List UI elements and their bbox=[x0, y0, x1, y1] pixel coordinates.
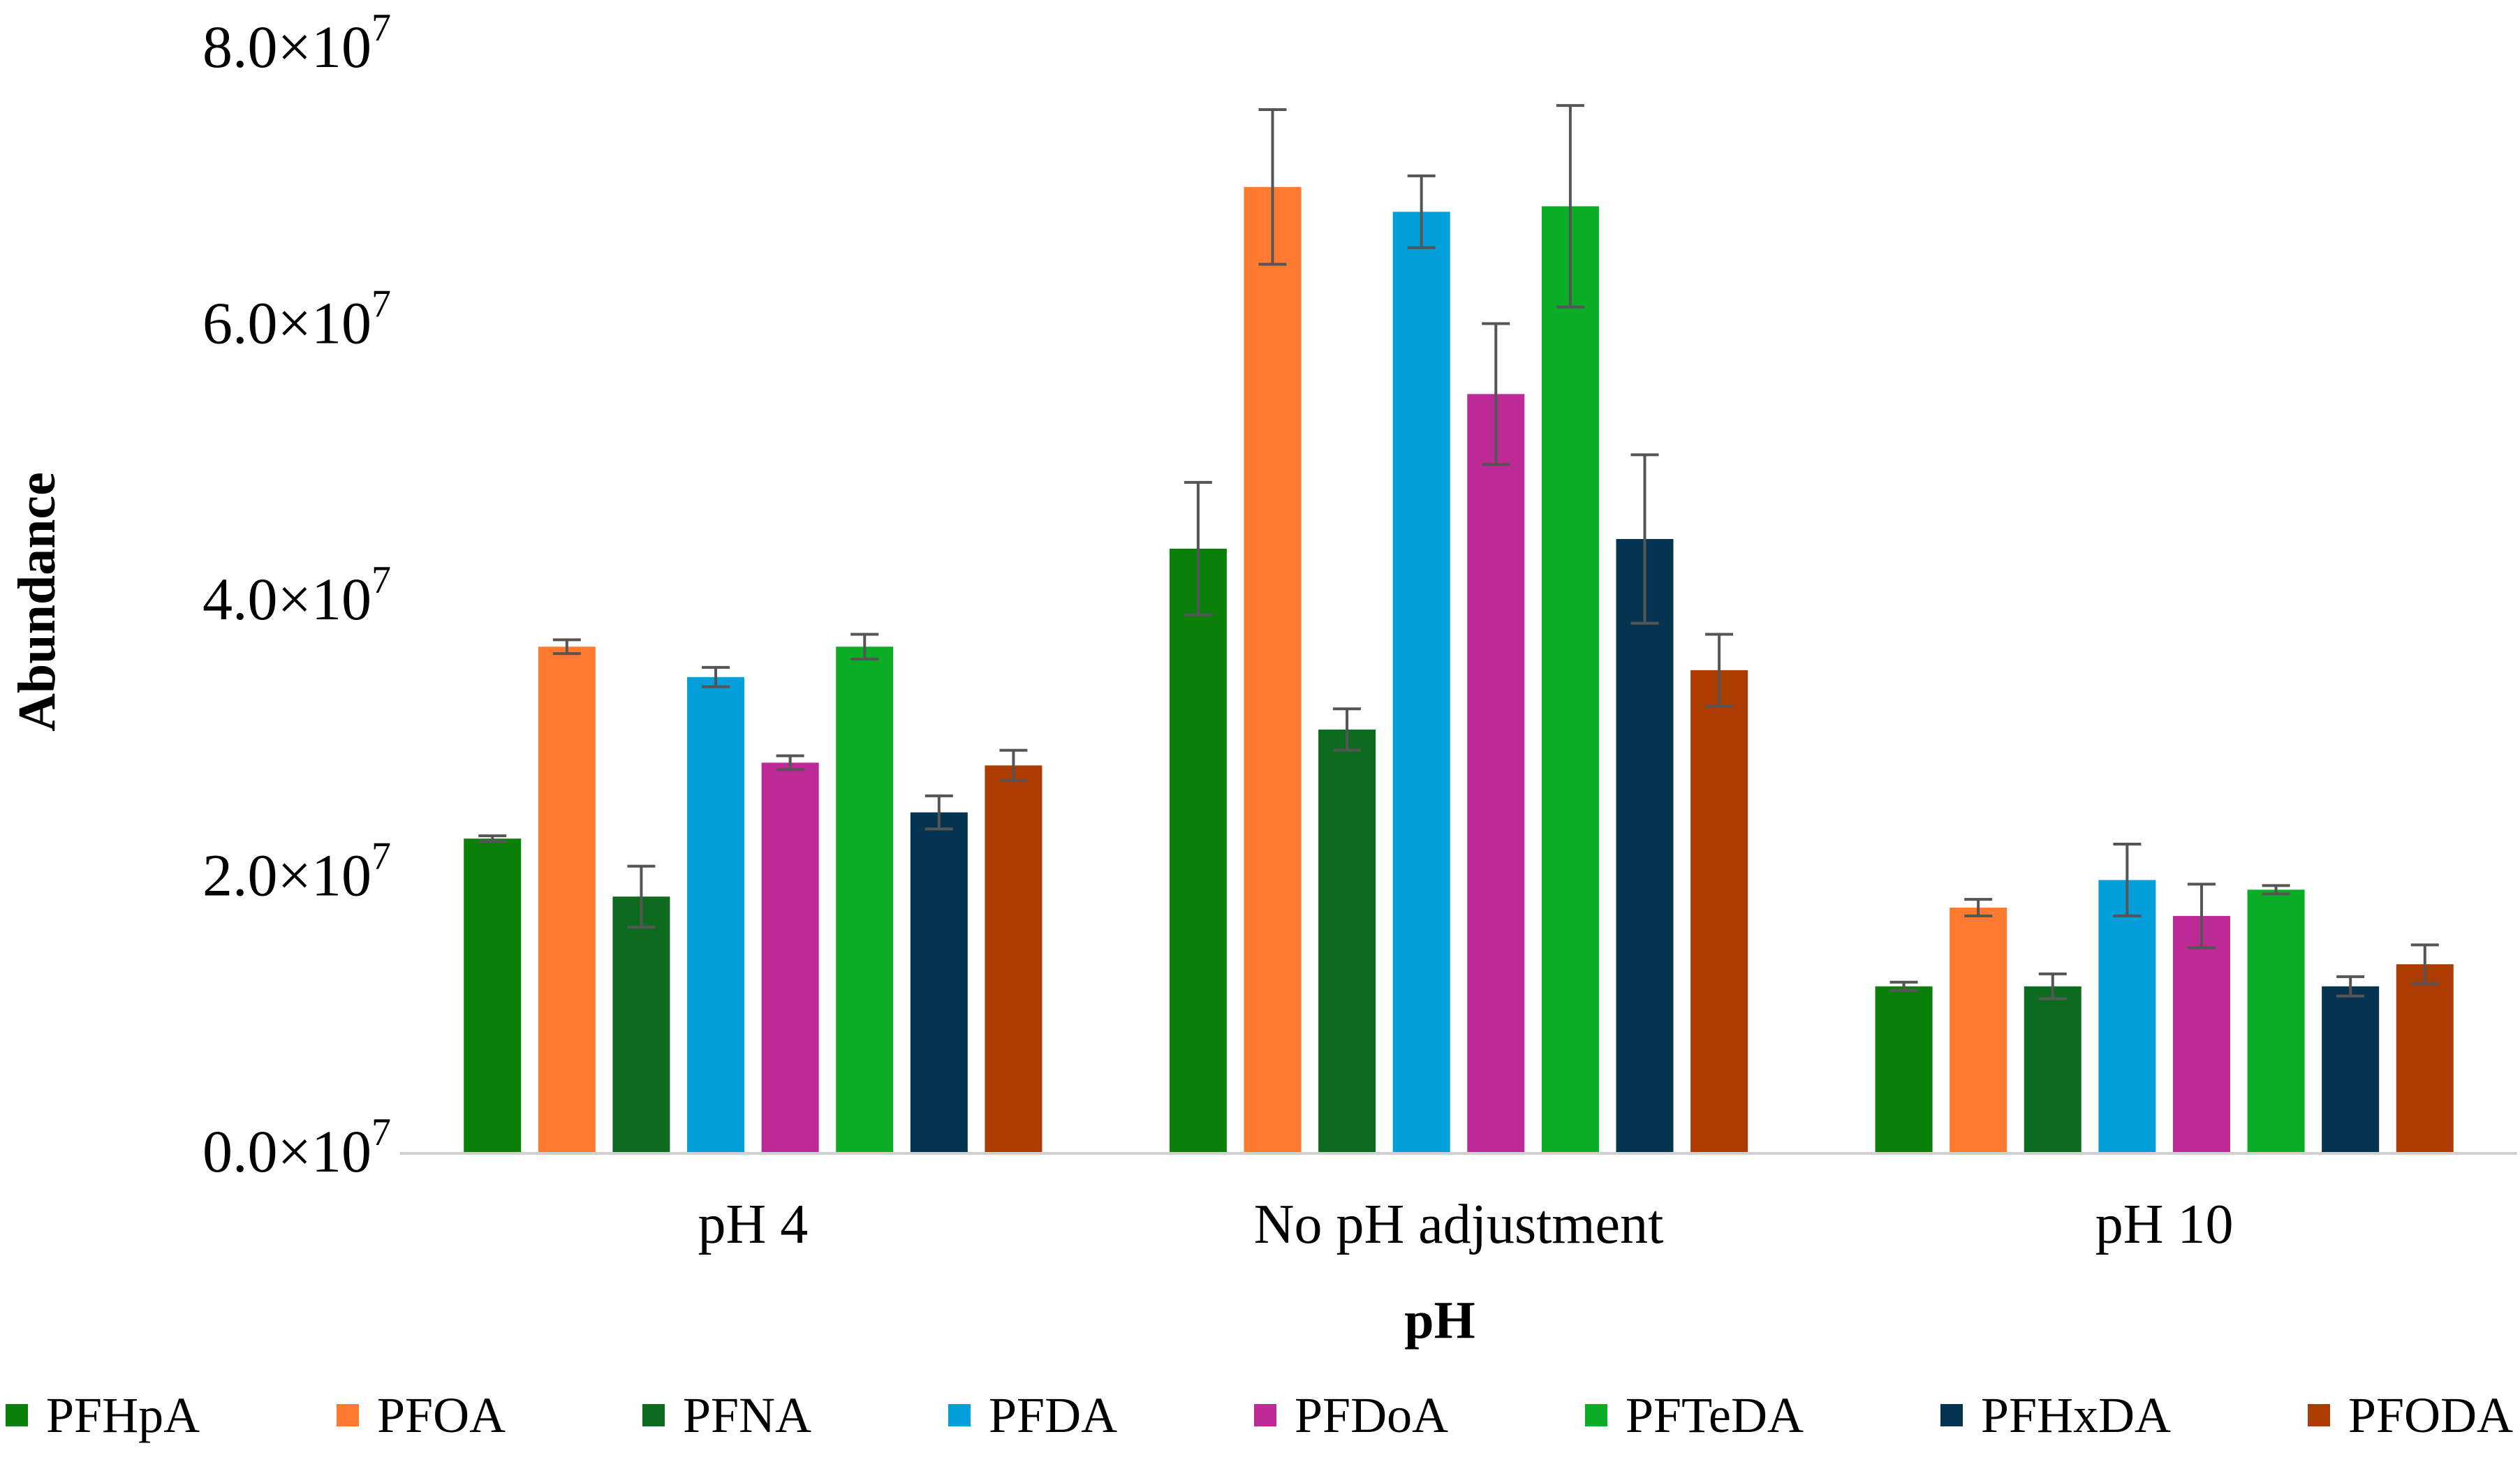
legend-item-pfhxda: PFHxDA bbox=[1940, 1390, 2171, 1440]
legend-label: PFTeDA bbox=[1626, 1387, 1804, 1443]
error-bar-pfoda-2 bbox=[1705, 633, 1734, 708]
legend-item-pfdoa: PFDoA bbox=[1254, 1390, 1448, 1440]
error-bar-pfda-1 bbox=[702, 665, 730, 688]
bar-pfda-3 bbox=[2098, 880, 2156, 1153]
legend-item-pfna: PFNA bbox=[642, 1390, 811, 1440]
bar-pfhpa-2 bbox=[1169, 548, 1227, 1153]
bar-pfdoa-3 bbox=[2172, 915, 2230, 1153]
x-tick-label: pH 4 bbox=[698, 1194, 808, 1255]
legend-swatch bbox=[1585, 1404, 1607, 1426]
bar-pfdoa-2 bbox=[1467, 394, 1525, 1153]
error-bar-pfhxda-3 bbox=[2336, 975, 2365, 998]
legend-item-pfteda: PFTeDA bbox=[1585, 1390, 1804, 1440]
error-bar-pfdoa-1 bbox=[776, 754, 804, 771]
y-axis-title: Abundance bbox=[8, 472, 66, 732]
error-bar-pfteda-2 bbox=[1556, 104, 1584, 309]
bar-pfda-1 bbox=[687, 677, 745, 1153]
legend-label: PFOA bbox=[377, 1387, 506, 1443]
bars bbox=[464, 186, 2454, 1154]
bar-pfoda-2 bbox=[1690, 670, 1748, 1153]
bar-pfoa-1 bbox=[538, 647, 596, 1153]
error-bar-pfhxda-2 bbox=[1630, 453, 1659, 625]
legend-swatch bbox=[2307, 1404, 2330, 1426]
bar-pfna-2 bbox=[1318, 729, 1376, 1153]
y-tick-label: 8.0×107 bbox=[202, 6, 391, 80]
bar-pfdoa-1 bbox=[761, 762, 819, 1153]
error-bar-pfhpa-2 bbox=[1184, 480, 1212, 616]
legend-swatch bbox=[1940, 1404, 1963, 1426]
legend-label: PFHpA bbox=[46, 1387, 200, 1443]
bar-pfhxda-2 bbox=[1616, 539, 1674, 1153]
error-bar-pfhxda-1 bbox=[924, 794, 953, 831]
error-bar-pfda-2 bbox=[1407, 174, 1436, 249]
error-bar-pfna-1 bbox=[627, 864, 656, 929]
y-tick-label: 4.0×107 bbox=[202, 559, 391, 633]
bar-pfteda-2 bbox=[1541, 206, 1599, 1153]
error-bar-pfoda-3 bbox=[2410, 943, 2439, 985]
error-bar-pfoa-3 bbox=[1964, 898, 1993, 917]
error-bar-pfna-3 bbox=[2038, 972, 2067, 1000]
error-bar-pfdoa-3 bbox=[2187, 883, 2216, 950]
bar-pfteda-3 bbox=[2247, 889, 2305, 1153]
y-axis: 0.0×107 2.0×107 4.0×107 6.0×107 8.0×107 bbox=[202, 6, 391, 1185]
x-axis-title: pH bbox=[1404, 1291, 1475, 1350]
error-bar-pfhpa-1 bbox=[478, 834, 507, 843]
error-bar-pfoa-1 bbox=[552, 638, 581, 656]
bar-pfoa-2 bbox=[1244, 186, 1302, 1153]
bar-pfna-3 bbox=[2024, 986, 2081, 1153]
legend-label: PFDA bbox=[989, 1387, 1118, 1443]
x-axis: pH 4 No pH adjustment pH 10 bbox=[400, 1152, 2517, 1255]
x-tick-label: No pH adjustment bbox=[1254, 1194, 1664, 1255]
bar-pfhxda-3 bbox=[2322, 986, 2380, 1153]
x-tick-label: pH 10 bbox=[2095, 1194, 2234, 1255]
y-tick-label: 2.0×107 bbox=[202, 835, 391, 909]
bar-pfhxda-1 bbox=[910, 812, 968, 1153]
error-bar-pfdoa-2 bbox=[1482, 322, 1510, 466]
legend-label: PFHxDA bbox=[1980, 1387, 2171, 1443]
legend-label: PFNA bbox=[683, 1387, 812, 1443]
error-bar-pfteda-1 bbox=[850, 633, 879, 661]
legend-swatch bbox=[337, 1404, 359, 1426]
legend-item-pfda: PFDA bbox=[948, 1390, 1117, 1440]
legend-item-pfhpa: PFHpA bbox=[6, 1390, 200, 1440]
legend-item-pfoda: PFODA bbox=[2307, 1387, 2513, 1443]
y-tick-label: 0.0×107 bbox=[202, 1111, 391, 1185]
legend-label: PFODA bbox=[2348, 1387, 2513, 1443]
y-tick-label: 6.0×107 bbox=[202, 283, 391, 357]
error-bar-pfoda-1 bbox=[999, 748, 1028, 783]
legend-swatch bbox=[642, 1404, 665, 1426]
legend-label: PFDoA bbox=[1295, 1387, 1449, 1443]
legend-swatch bbox=[1254, 1404, 1276, 1426]
error-bars bbox=[478, 104, 2439, 1000]
error-bar-pfoa-2 bbox=[1258, 108, 1287, 266]
error-bar-pfna-2 bbox=[1333, 707, 1362, 752]
error-bar-pfteda-3 bbox=[2262, 884, 2290, 896]
legend-swatch bbox=[6, 1404, 28, 1426]
error-bar-pfda-3 bbox=[2113, 843, 2142, 917]
bar-pfhpa-3 bbox=[1875, 986, 1933, 1153]
error-bar-pfhpa-3 bbox=[1889, 980, 1918, 992]
legend: PFHpA PFOA PFNA PFDA PFDoA PFTeDA PFHxDA PFODA bbox=[0, 1377, 2520, 1454]
bar-pfoa-3 bbox=[1950, 908, 2007, 1153]
legend-item-pfoa: PFOA bbox=[337, 1390, 506, 1440]
bar-pfteda-1 bbox=[836, 647, 894, 1153]
bar-pfoda-1 bbox=[985, 765, 1042, 1153]
legend-swatch bbox=[948, 1404, 971, 1426]
bar-pfna-1 bbox=[612, 896, 670, 1153]
bar-pfoda-3 bbox=[2396, 964, 2454, 1153]
bar-pfhpa-1 bbox=[464, 839, 522, 1153]
bar-pfda-2 bbox=[1392, 212, 1450, 1154]
